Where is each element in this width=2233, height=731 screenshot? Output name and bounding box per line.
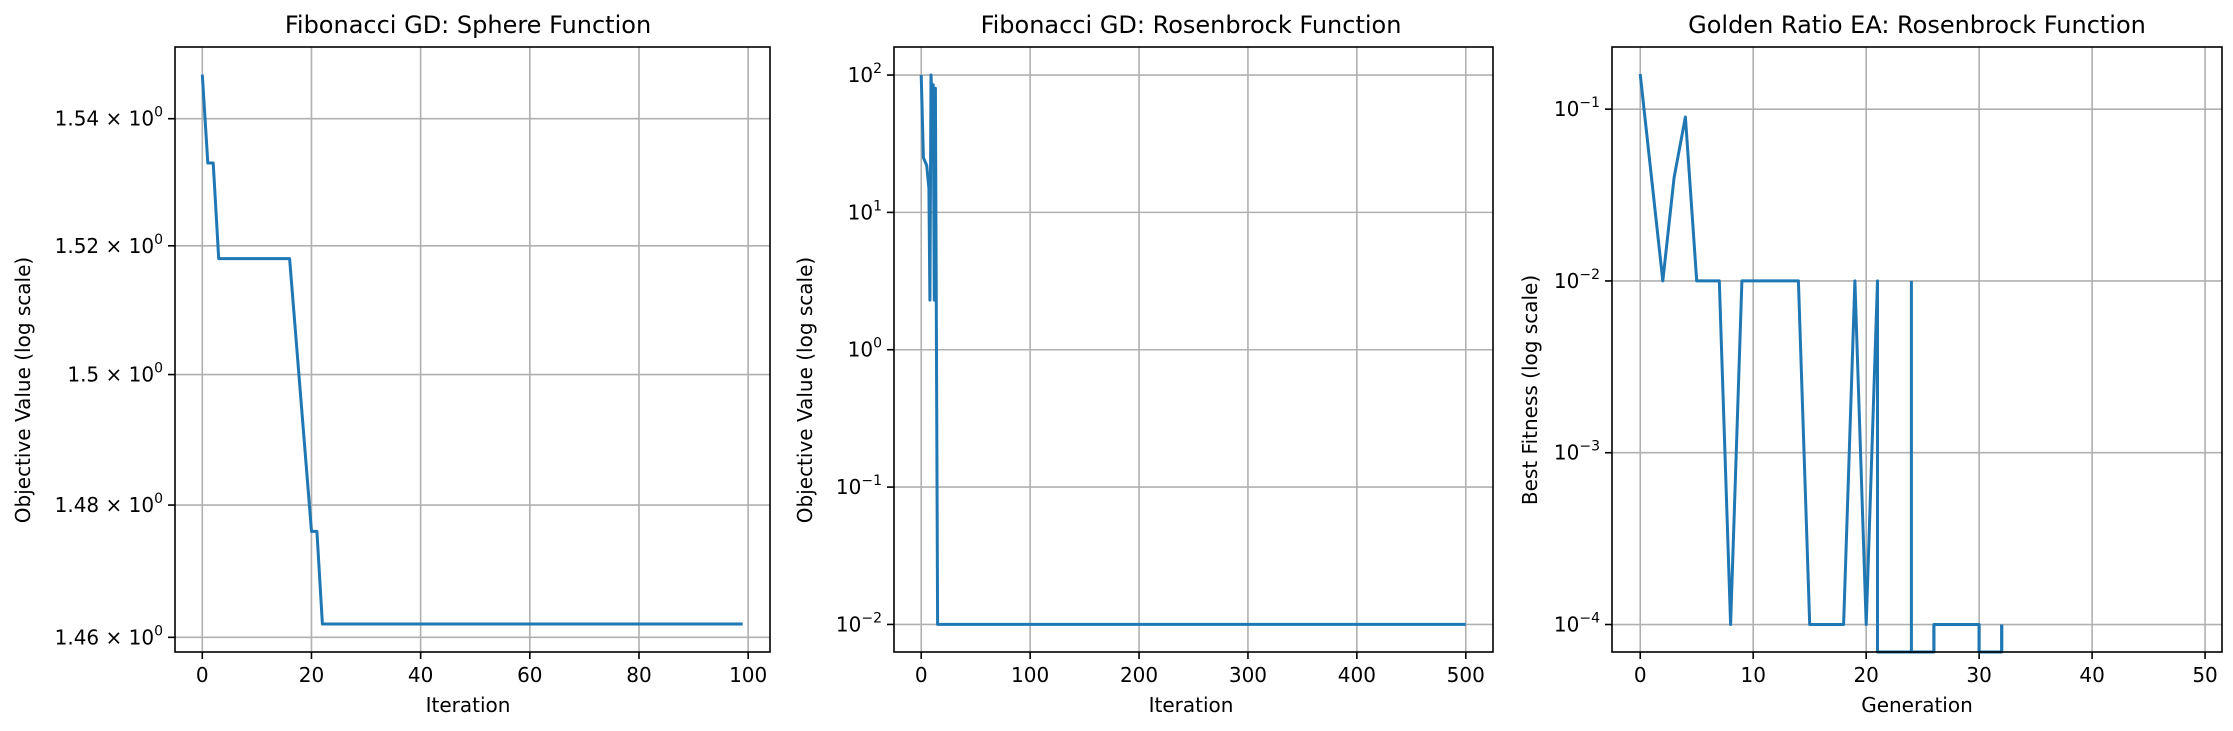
chart-title: Fibonacci GD: Sphere Function	[285, 11, 651, 39]
chart-panel-golden-ea: Golden Ratio EA: Rosenbrock Function Gen…	[1518, 11, 2223, 717]
y-tick-label: 1.54 × 100	[55, 105, 163, 131]
x-tick-label: 40	[408, 663, 433, 687]
x-tick-label: 20	[1853, 663, 1878, 687]
series-line	[200, 74, 743, 626]
y-tick-label: 1.48 × 100	[55, 491, 163, 517]
x-axis-label: Iteration	[426, 693, 511, 717]
plot-frame	[893, 46, 1494, 653]
gridlines	[175, 47, 770, 652]
y-tick-label: 10−3	[1554, 439, 1600, 465]
chart-panel-sphere: Fibonacci GD: Sphere Function Iteration …	[11, 11, 771, 717]
chart-title: Fibonacci GD: Rosenbrock Function	[981, 11, 1402, 39]
y-axis-label: Objective Value (log scale)	[11, 257, 35, 523]
y-tick-label: 101	[848, 198, 882, 224]
x-tick-label: 30	[1966, 663, 1991, 687]
series-line	[919, 73, 1466, 626]
y-tick-label: 10−2	[1554, 267, 1600, 293]
plot-frame	[174, 46, 771, 653]
x-tick-label: 100	[1011, 663, 1049, 687]
y-tick-label: 1.5 × 100	[67, 361, 163, 387]
x-axis-label: Iteration	[1149, 693, 1234, 717]
x-tick-label: 100	[729, 663, 767, 687]
x-tick-label: 50	[2192, 663, 2217, 687]
series-line	[1638, 73, 2004, 654]
y-tick-label: 1.46 × 100	[55, 623, 163, 649]
y-tick-label: 102	[848, 61, 882, 87]
y-tick-label: 10−4	[1554, 611, 1600, 637]
x-axis-label: Generation	[1861, 693, 1973, 717]
x-tick-label: 300	[1229, 663, 1267, 687]
x-tick-label: 10	[1740, 663, 1765, 687]
chart-title: Golden Ratio EA: Rosenbrock Function	[1688, 11, 2146, 39]
x-tick-label: 60	[517, 663, 542, 687]
gridlines	[894, 47, 1493, 652]
y-axis-label: Objective Value (log scale)	[793, 257, 817, 523]
x-tick-label: 0	[196, 663, 209, 687]
y-tick-label: 10−1	[836, 473, 882, 499]
y-tick-label: 100	[848, 336, 882, 362]
x-tick-label: 0	[915, 663, 928, 687]
chart-panel-rosenbrock-gd: Fibonacci GD: Rosenbrock Function Iterat…	[793, 11, 1494, 717]
y-axis-label: Best Fitness (log scale)	[1518, 275, 1542, 505]
x-tick-label: 400	[1338, 663, 1376, 687]
x-tick-label: 500	[1447, 663, 1485, 687]
x-tick-label: 0	[1634, 663, 1647, 687]
x-tick-label: 20	[299, 663, 324, 687]
y-tick-label: 10−2	[836, 610, 882, 636]
y-tick-label: 10−1	[1554, 95, 1600, 121]
x-tick-label: 200	[1120, 663, 1158, 687]
y-tick-label: 1.52 × 100	[55, 232, 163, 258]
gridlines	[1612, 47, 2222, 652]
x-tick-label: 80	[626, 663, 651, 687]
x-tick-label: 40	[2079, 663, 2104, 687]
plot-frame	[1611, 46, 2223, 653]
